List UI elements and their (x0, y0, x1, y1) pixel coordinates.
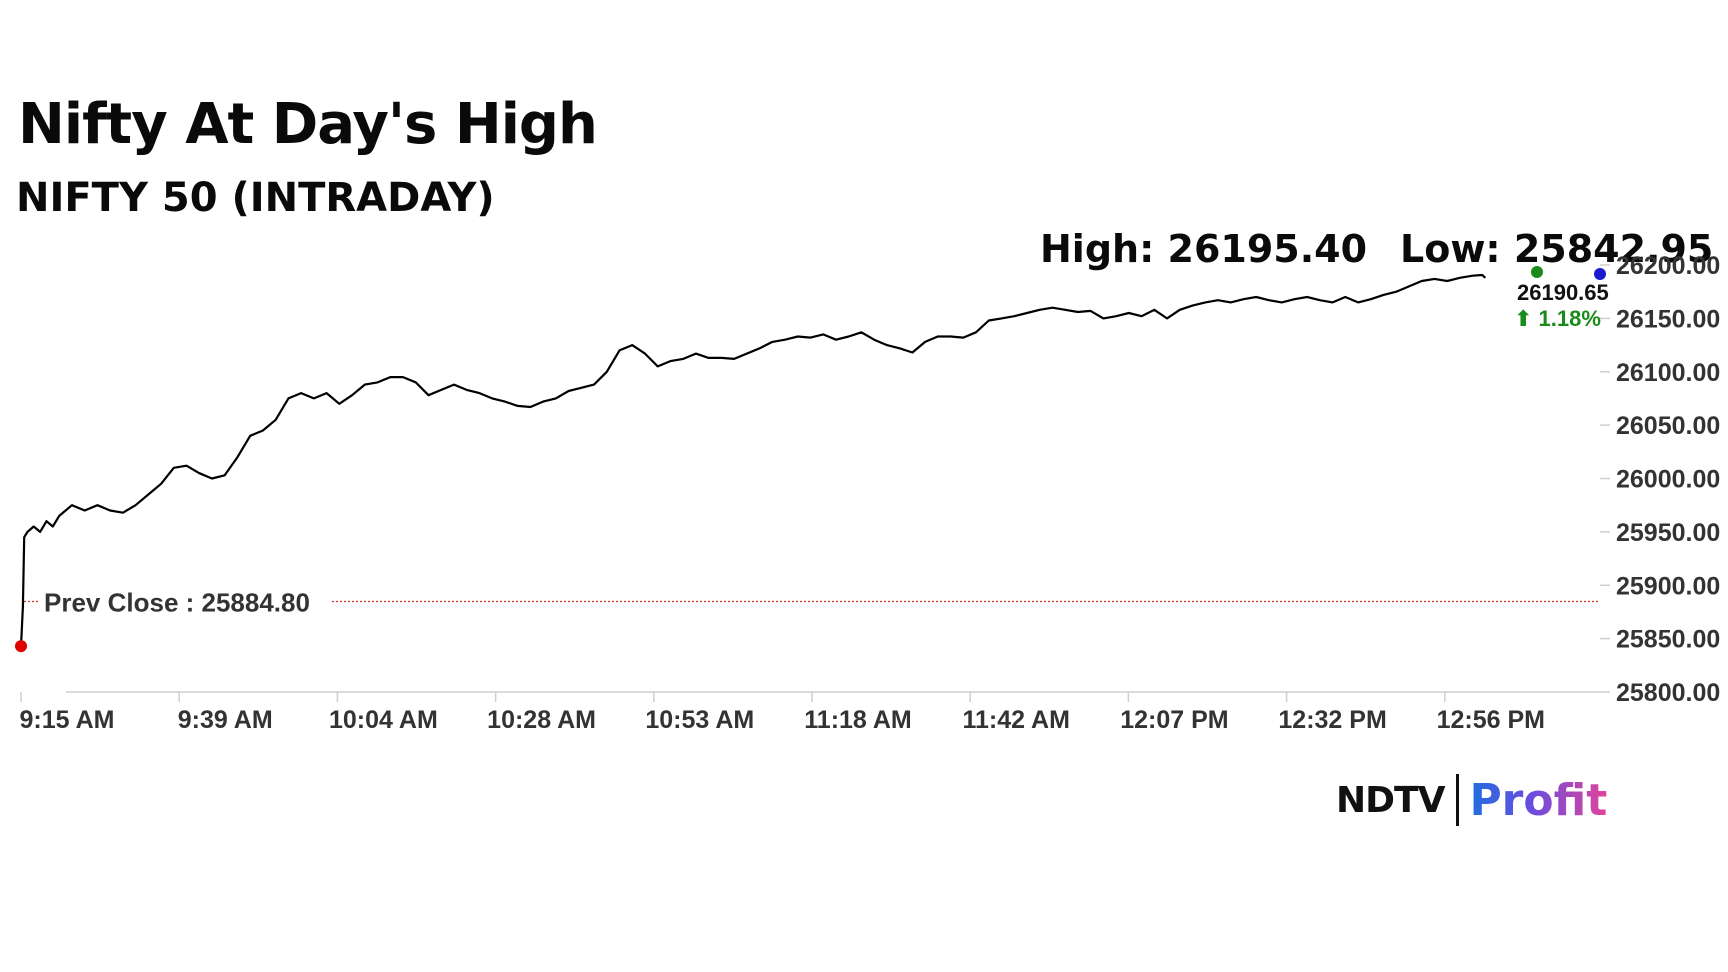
price-line (19, 273, 1487, 647)
y-tick-label: 26200.00 (1616, 252, 1720, 280)
low-marker (1594, 268, 1606, 280)
x-tick-label: 10:28 AM (487, 706, 596, 734)
y-tick-label: 26100.00 (1616, 359, 1720, 387)
logo-ndtv-text: NDTV (1336, 779, 1445, 821)
day-high-label: High: 26195.40 (1040, 227, 1368, 271)
y-tick-label: 26150.00 (1616, 305, 1720, 333)
logo-divider (1456, 774, 1460, 826)
y-tick-label: 25900.00 (1616, 572, 1720, 600)
x-tick-label: 12:32 PM (1278, 706, 1386, 734)
x-tick-label: 11:42 AM (962, 706, 1069, 734)
ndtv-profit-logo: NDTV Profit (1336, 772, 1607, 828)
y-tick-label: 25850.00 (1616, 626, 1720, 654)
y-tick-label: 26050.00 (1616, 412, 1720, 440)
chart-title: Nifty At Day's High (18, 92, 598, 157)
x-tick-label: 9:15 AM (20, 706, 115, 734)
x-tick-label: 12:56 PM (1437, 706, 1545, 734)
prev-close-label: Prev Close : 25884.80 (44, 587, 310, 617)
change-percent-label: ⬆ 1.18% (1514, 306, 1601, 331)
x-tick-label: 11:18 AM (804, 706, 911, 734)
y-tick-label: 26000.00 (1616, 466, 1720, 494)
start-point-marker (15, 640, 27, 653)
x-tick-label: 10:04 AM (329, 706, 438, 734)
last-value-label: 26190.65 (1517, 280, 1609, 305)
chart-subtitle: NIFTY 50 (INTRADAY) (16, 175, 495, 221)
x-tick-label: 10:53 AM (645, 706, 754, 734)
day-low-label: Low: 25842.95 (1400, 227, 1714, 271)
y-tick-label: 25950.00 (1616, 519, 1720, 547)
high-marker (1531, 266, 1543, 278)
logo-profit-text: Profit (1469, 774, 1608, 826)
y-tick-label: 25800.00 (1616, 679, 1720, 707)
x-tick-label: 12:07 PM (1120, 706, 1228, 734)
prev-close-label-bg (38, 581, 330, 618)
x-tick-label: 9:39 AM (178, 706, 273, 734)
